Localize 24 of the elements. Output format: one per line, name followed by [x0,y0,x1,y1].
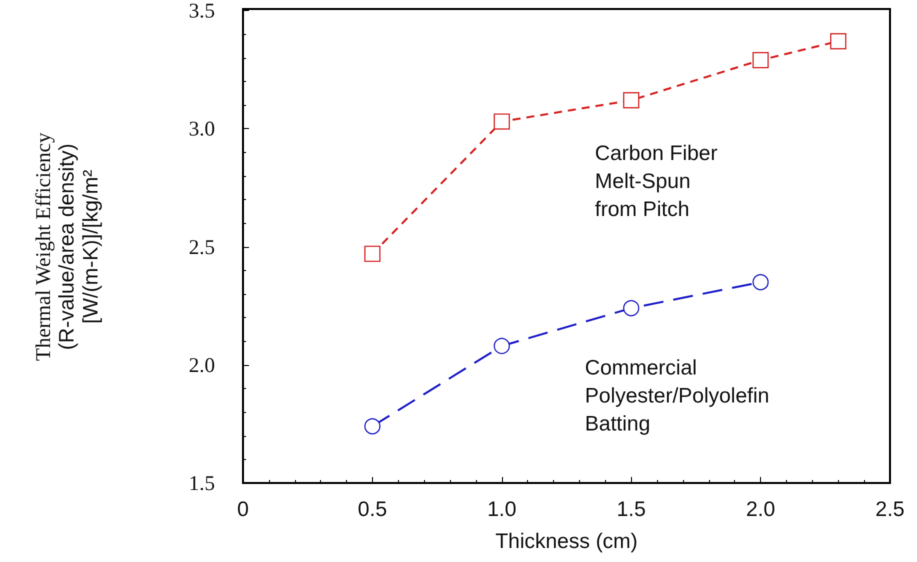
x-tick-label: 1.5 [616,498,646,521]
x-tick-label: 0.5 [358,498,387,521]
point [752,52,769,68]
point [364,246,380,262]
y-tick-label: 3.5 [188,0,215,22]
series-label: Carbon Fiber Melt-Spun from Pitch [594,142,718,222]
x-tick-label: 2.0 [746,498,776,521]
x-tick-label: 0 [237,498,249,521]
y-tick-label: 3.0 [188,116,215,141]
x-axis-title: Thickness (cm) [495,530,638,553]
point [830,33,846,50]
point [623,92,640,108]
point [494,338,510,354]
y-tick-label: 2.5 [188,234,215,259]
point [494,113,510,130]
y-axis-title: Thermal Weight Efficiency (R-value/area density) [W/(m-K)]/[kg/m² [31,132,102,361]
point [623,300,640,316]
point [364,418,380,434]
point [752,274,769,290]
y-tick-label: 2.0 [188,352,215,377]
y-tick-label: 1.5 [188,471,215,495]
x-tick-label: 1.0 [487,498,516,521]
x-tick-label: 2.5 [875,498,905,521]
series-label: Commercial Polyester/Polyolefin Batting [584,356,770,436]
